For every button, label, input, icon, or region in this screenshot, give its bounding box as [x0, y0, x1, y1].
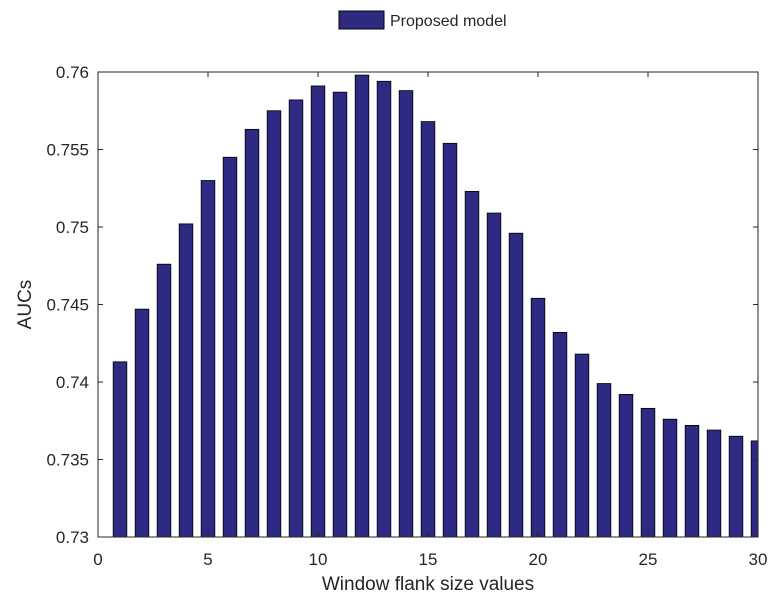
bar [266, 110, 282, 538]
legend: Proposed model [338, 10, 507, 30]
bar [706, 429, 722, 538]
x-tick-label: 5 [203, 550, 212, 569]
bar [728, 435, 744, 538]
bar [332, 91, 348, 538]
bar [486, 212, 502, 538]
bar [508, 232, 524, 538]
bar [596, 383, 612, 538]
bar [376, 80, 392, 538]
bar [574, 353, 590, 538]
bar [134, 308, 150, 538]
y-tick-label: 0.76 [56, 63, 89, 82]
bar [552, 331, 568, 538]
y-tick-label: 0.755 [46, 141, 89, 160]
bar [420, 121, 436, 538]
bar [640, 407, 656, 538]
y-tick-label: 0.735 [46, 451, 89, 470]
y-axis-label: AUCs [15, 280, 36, 330]
bars-layer [112, 74, 759, 538]
y-tick-label: 0.73 [56, 528, 89, 547]
bar [288, 99, 304, 538]
legend-label-proposed-model: Proposed model [390, 13, 507, 30]
bar [398, 90, 414, 538]
bar [618, 393, 634, 538]
bar [530, 297, 546, 538]
x-tick-label: 25 [639, 550, 658, 569]
bar [156, 263, 172, 538]
bar [354, 74, 370, 538]
x-tick-label: 15 [419, 550, 438, 569]
bar [200, 180, 216, 538]
y-tick-label: 0.74 [56, 373, 89, 392]
x-tick-label: 20 [529, 550, 548, 569]
bar [178, 223, 194, 538]
bar [112, 361, 128, 538]
legend-swatch [338, 10, 385, 30]
y-tick-label: 0.745 [46, 296, 89, 315]
x-tick-label: 30 [749, 550, 768, 569]
bar [442, 142, 458, 538]
bar [244, 128, 260, 538]
axis-ticks: 0 5 10 15 20 25 30 0.73 0.735 0.74 0.745 0.75 0.755 0… [46, 63, 767, 569]
bar [464, 190, 480, 538]
bar [222, 156, 238, 538]
bar [662, 418, 678, 538]
bar [750, 440, 759, 538]
x-axis-label: Window flank size values [322, 574, 534, 595]
bar [310, 85, 326, 538]
y-tick-label: 0.75 [56, 218, 89, 237]
bar [684, 424, 700, 538]
x-tick-label: 10 [309, 550, 328, 569]
x-tick-label: 0 [93, 550, 102, 569]
